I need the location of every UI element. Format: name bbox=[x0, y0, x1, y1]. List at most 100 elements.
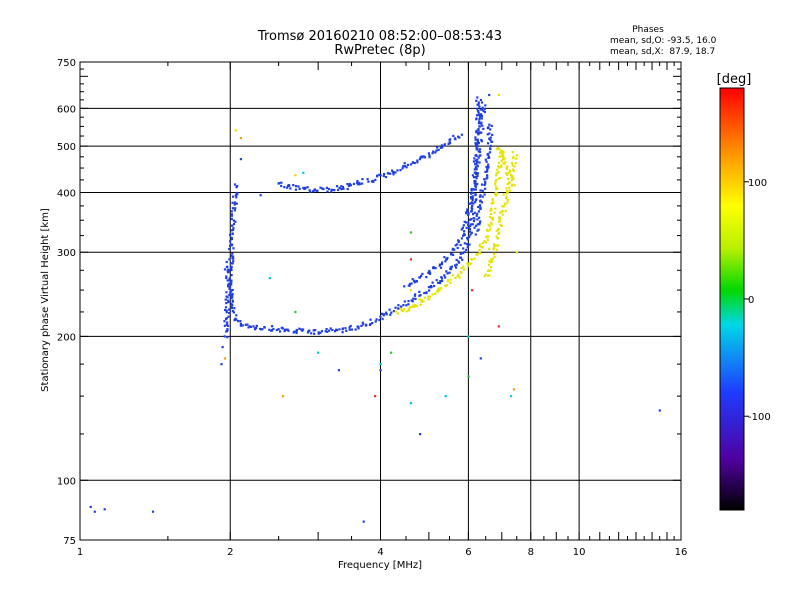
data-point bbox=[458, 136, 461, 139]
data-point bbox=[495, 235, 498, 238]
data-point bbox=[341, 185, 344, 189]
data-point bbox=[488, 123, 491, 126]
data-point bbox=[449, 138, 452, 141]
data-point bbox=[227, 315, 230, 318]
data-point bbox=[389, 172, 392, 175]
data-point bbox=[490, 265, 493, 269]
data-point bbox=[409, 258, 412, 261]
data-point bbox=[236, 185, 239, 188]
data-point bbox=[474, 193, 477, 196]
data-point bbox=[247, 326, 250, 329]
data-point bbox=[329, 327, 332, 330]
data-point bbox=[354, 328, 357, 331]
data-point bbox=[394, 306, 397, 309]
data-point bbox=[497, 325, 500, 328]
data-point bbox=[483, 240, 486, 243]
data-point bbox=[472, 202, 475, 205]
data-point bbox=[420, 298, 423, 302]
data-point bbox=[453, 137, 456, 140]
data-point bbox=[225, 275, 228, 278]
data-point bbox=[460, 228, 463, 231]
data-point bbox=[231, 228, 235, 231]
data-point bbox=[499, 211, 502, 214]
colorbar-tick-label: 100 bbox=[748, 178, 767, 189]
data-point bbox=[425, 291, 428, 294]
data-point bbox=[491, 257, 495, 260]
data-point bbox=[465, 212, 468, 215]
data-point bbox=[399, 169, 402, 172]
data-point bbox=[494, 193, 497, 196]
data-point bbox=[439, 281, 442, 284]
data-point bbox=[226, 328, 229, 331]
data-point bbox=[376, 175, 379, 178]
data-point bbox=[230, 237, 233, 241]
data-point bbox=[515, 154, 519, 157]
data-point bbox=[228, 278, 231, 281]
data-point bbox=[489, 144, 492, 147]
data-point bbox=[476, 172, 479, 175]
data-point bbox=[230, 269, 233, 272]
data-point bbox=[428, 269, 431, 272]
data-point bbox=[231, 292, 234, 295]
data-point bbox=[409, 402, 412, 405]
data-point bbox=[469, 196, 472, 199]
data-point bbox=[490, 223, 493, 226]
data-point bbox=[239, 324, 242, 327]
data-point bbox=[475, 154, 478, 157]
chart-subtitle: RwPretec (8p) bbox=[334, 43, 425, 58]
data-point bbox=[475, 177, 478, 180]
data-point bbox=[227, 301, 230, 304]
data-point bbox=[151, 510, 155, 513]
data-point bbox=[449, 278, 452, 281]
data-point bbox=[440, 277, 444, 280]
data-point bbox=[466, 208, 469, 211]
data-point bbox=[386, 172, 389, 175]
data-point bbox=[423, 296, 427, 299]
colorbar-tick-label: 0 bbox=[748, 295, 754, 306]
data-point bbox=[511, 164, 514, 167]
data-point bbox=[344, 327, 347, 330]
x-tick-label: 8 bbox=[528, 547, 534, 558]
data-point bbox=[223, 357, 226, 360]
data-point bbox=[308, 189, 311, 192]
colorbar bbox=[719, 87, 745, 511]
data-point bbox=[511, 151, 514, 154]
data-point bbox=[228, 244, 232, 247]
data-point bbox=[506, 183, 509, 186]
colorbar-tick-label: -100 bbox=[748, 412, 771, 423]
data-point bbox=[407, 300, 410, 303]
data-point bbox=[483, 193, 486, 196]
data-point bbox=[334, 330, 337, 333]
data-point bbox=[362, 323, 365, 326]
data-point bbox=[294, 174, 297, 177]
data-point bbox=[474, 183, 477, 186]
data-point bbox=[89, 505, 92, 508]
data-point bbox=[435, 149, 438, 152]
data-point bbox=[501, 210, 504, 213]
data-point bbox=[471, 198, 474, 202]
data-point bbox=[439, 280, 442, 283]
data-point bbox=[361, 182, 364, 185]
data-point bbox=[491, 199, 494, 202]
data-point bbox=[493, 255, 496, 258]
y-tick-label: 400 bbox=[57, 188, 76, 199]
data-point bbox=[229, 243, 233, 246]
data-point bbox=[371, 179, 375, 183]
data-point bbox=[494, 192, 497, 195]
data-point bbox=[506, 165, 509, 168]
data-point bbox=[450, 253, 453, 256]
data-point bbox=[512, 156, 515, 159]
data-point bbox=[239, 158, 242, 161]
data-point bbox=[476, 143, 479, 146]
data-point bbox=[457, 260, 460, 263]
data-point bbox=[234, 220, 237, 223]
data-point bbox=[499, 223, 502, 226]
data-point bbox=[467, 221, 470, 224]
data-point bbox=[489, 209, 492, 212]
data-point bbox=[504, 161, 507, 164]
data-point bbox=[223, 335, 226, 338]
data-point bbox=[228, 247, 231, 251]
data-point bbox=[277, 328, 280, 331]
data-point bbox=[230, 282, 233, 286]
data-point bbox=[488, 151, 492, 154]
